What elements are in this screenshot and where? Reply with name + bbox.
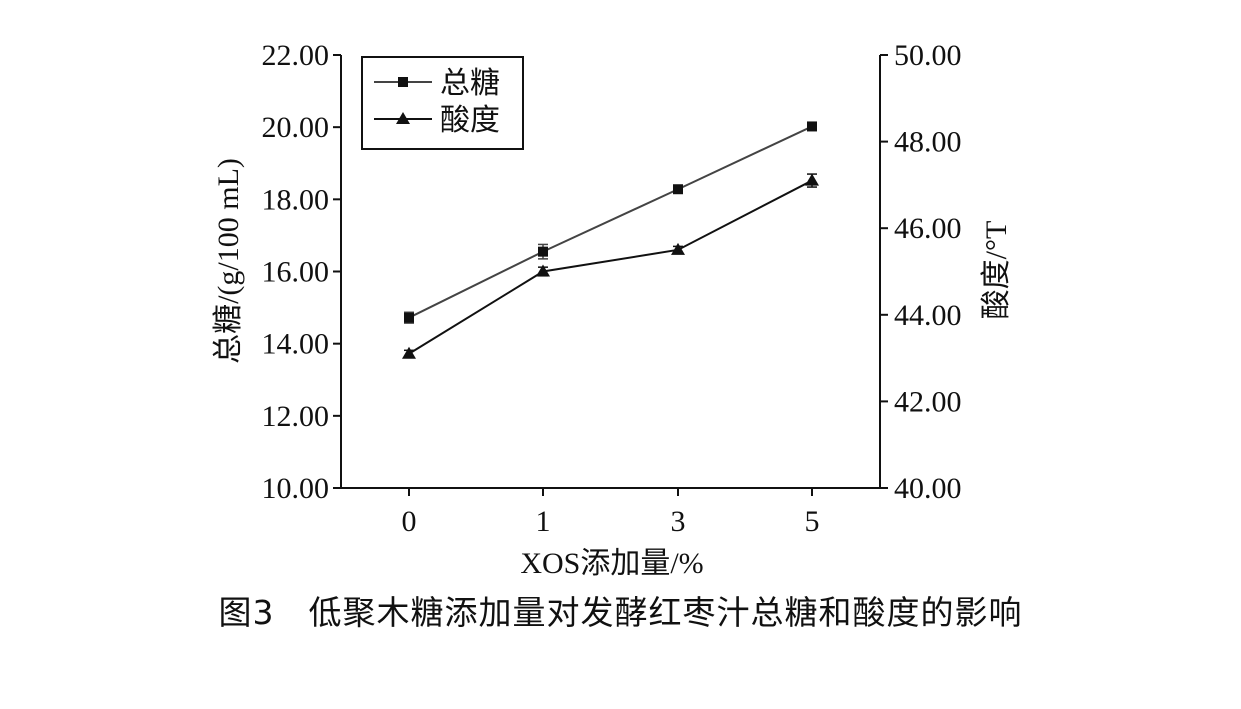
series-line [408, 179, 813, 355]
right-tick-label: 40.00 [894, 472, 962, 505]
x-axis-label: XOS添加量/% [520, 547, 703, 580]
left-tick-label: 16.00 [262, 256, 330, 289]
series-total-sugar [404, 121, 817, 324]
data-point [671, 242, 685, 255]
right-axis-ticks: 40.00 42.00 44.00 46.00 48.00 50.00 [880, 39, 962, 505]
data-point [805, 173, 819, 186]
right-y-axis-label: 酸度/°T [980, 221, 1013, 320]
legend-marker [396, 112, 410, 124]
data-point [538, 246, 548, 257]
right-tick-label: 46.00 [894, 212, 962, 245]
data-point [536, 264, 550, 277]
left-tick-label: 20.00 [262, 111, 330, 144]
legend-label: 总糖 [440, 66, 500, 101]
legend-marker [398, 77, 408, 87]
series-layer [402, 121, 819, 359]
left-tick-label: 14.00 [262, 328, 330, 361]
figure-caption: 图3 低聚木糖添加量对发酵红枣汁总糖和酸度的影响 [218, 593, 1023, 632]
data-point [673, 184, 683, 195]
right-tick-label: 50.00 [894, 39, 962, 72]
left-y-axis-label: 总糖/(g/100 mL) [212, 158, 245, 364]
left-tick-label: 18.00 [262, 183, 330, 216]
right-tick-label: 48.00 [894, 126, 962, 159]
chart: 10.00 12.00 14.00 16.00 18.00 20.00 22.00 40.0… [212, 39, 1013, 580]
legend-label: 酸度 [440, 103, 500, 138]
x-tick-label: 3 [671, 505, 686, 538]
data-point [807, 121, 817, 132]
x-tick-label: 5 [805, 505, 820, 538]
series-acidity [402, 173, 819, 359]
series-line [408, 125, 813, 319]
left-tick-label: 12.00 [262, 400, 330, 433]
left-tick-label: 22.00 [262, 39, 330, 72]
data-point [402, 346, 416, 359]
data-point [404, 312, 414, 323]
right-tick-label: 42.00 [894, 385, 962, 418]
left-tick-label: 10.00 [262, 472, 330, 505]
left-axis-ticks: 10.00 12.00 14.00 16.00 18.00 20.00 22.00 [262, 39, 341, 505]
x-axis-ticks: 0 1 3 5 [402, 488, 820, 538]
x-tick-label: 0 [402, 505, 417, 538]
legend-box [361, 56, 524, 150]
right-tick-label: 44.00 [894, 299, 962, 332]
x-tick-label: 1 [536, 505, 551, 538]
